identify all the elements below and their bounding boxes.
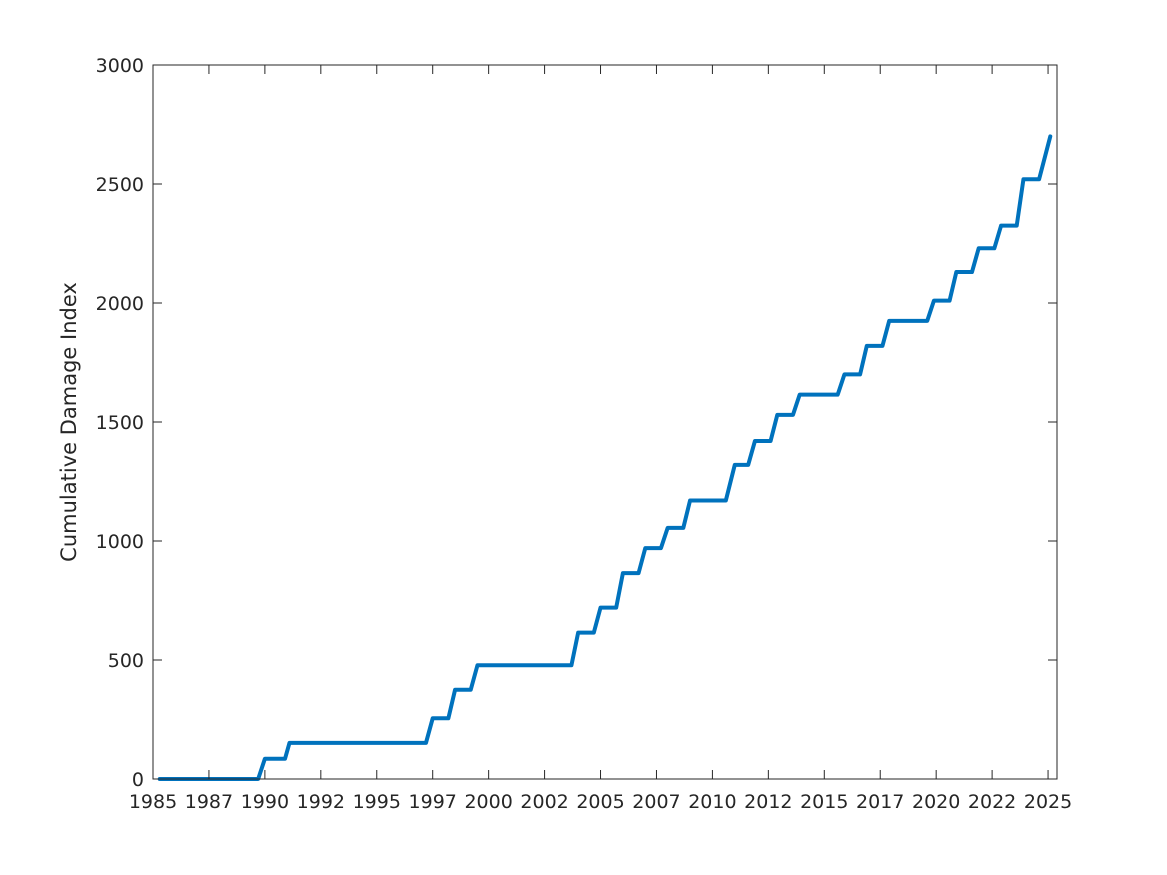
y-tick-label: 1000 [96,531,144,553]
x-tick-label: 1985 [129,791,177,813]
x-tick-label: 2005 [576,791,624,813]
plot-area [153,65,1057,779]
x-axis: 1985 1987 1990 1992 1995 1997 2000 2002 2005 2007… [129,65,1072,813]
x-tick-label: 2007 [632,791,680,813]
y-tick-label: 3000 [96,55,144,77]
x-tick-label: 1987 [185,791,233,813]
x-tick-label: 2012 [744,791,792,813]
x-tick-label: 1997 [409,791,457,813]
y-axis-label: Cumulative Damage Index [57,282,81,562]
x-tick-label: 2002 [520,791,568,813]
series-line [157,134,1053,781]
x-tick-label: 1995 [353,791,401,813]
y-tick-label: 1500 [96,412,144,434]
y-tick-label: 0 [132,769,144,791]
plot-content [157,134,1053,781]
y-axis: 0 500 1000 1500 2000 2500 3000 [96,55,1057,791]
x-tick-label: 2010 [688,791,736,813]
x-tick-label: 2025 [1024,791,1072,813]
x-tick-label: 2022 [968,791,1016,813]
x-tick-label: 1990 [241,791,289,813]
y-tick-label: 2500 [96,174,144,196]
x-tick-label: 2017 [856,791,904,813]
x-tick-label: 2015 [800,791,848,813]
x-tick-label: 2020 [912,791,960,813]
y-tick-label: 2000 [96,293,144,315]
x-tick-label: 2000 [464,791,512,813]
x-tick-label: 1992 [297,791,345,813]
y-tick-label: 500 [108,650,144,672]
